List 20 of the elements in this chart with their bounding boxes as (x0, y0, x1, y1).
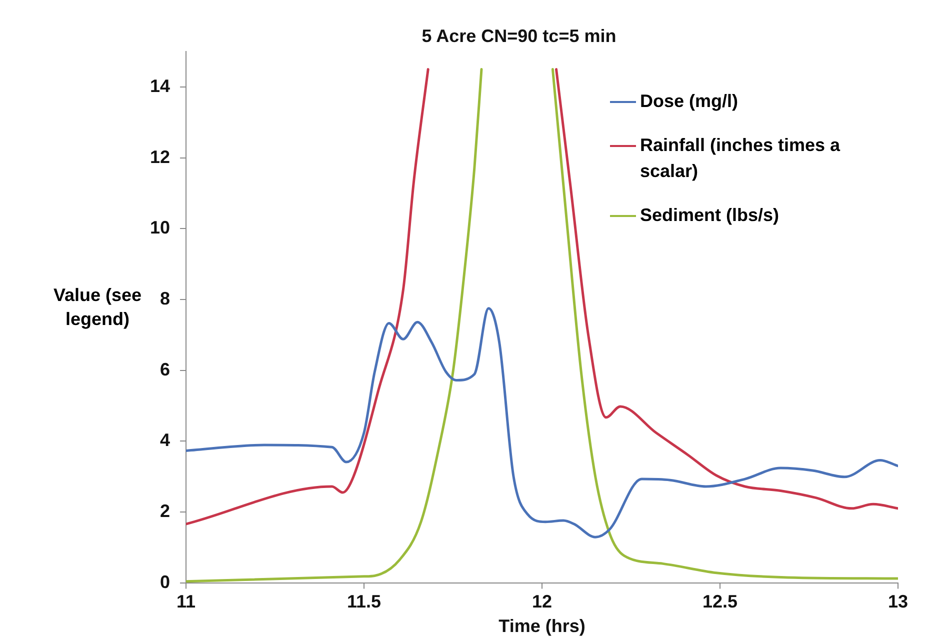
x-tick-label: 11.5 (346, 592, 382, 612)
line-series (186, 307, 898, 538)
legend-label: Sediment (lbs/s) (640, 204, 780, 227)
x-axis-title: Time (hrs) (498, 616, 586, 636)
y-tick-label: 8 (160, 288, 170, 308)
legend-label: Rainfall (inches times a scalar) (640, 134, 842, 183)
chart-title: 5 Acre CN=90 tc=5 min (422, 26, 616, 46)
legend-label: Dose (mg/l) (640, 90, 738, 113)
x-tick-label: 13 (888, 592, 908, 612)
y-tick-label: 6 (160, 359, 170, 380)
y-tick-label: 12 (150, 146, 170, 167)
y-tick-label: 10 (150, 218, 170, 238)
y-tick-label: 2 (160, 500, 170, 521)
x-tick-label: 11 (176, 592, 196, 612)
y-axis-title: Value (see legend) (52, 284, 143, 331)
x-tick-label: 12.5 (702, 592, 738, 612)
y-tick-label: 14 (150, 76, 170, 96)
y-tick-label: 4 (160, 430, 170, 450)
y-tick-label: 0 (160, 572, 170, 592)
x-tick-label: 12 (532, 592, 552, 612)
